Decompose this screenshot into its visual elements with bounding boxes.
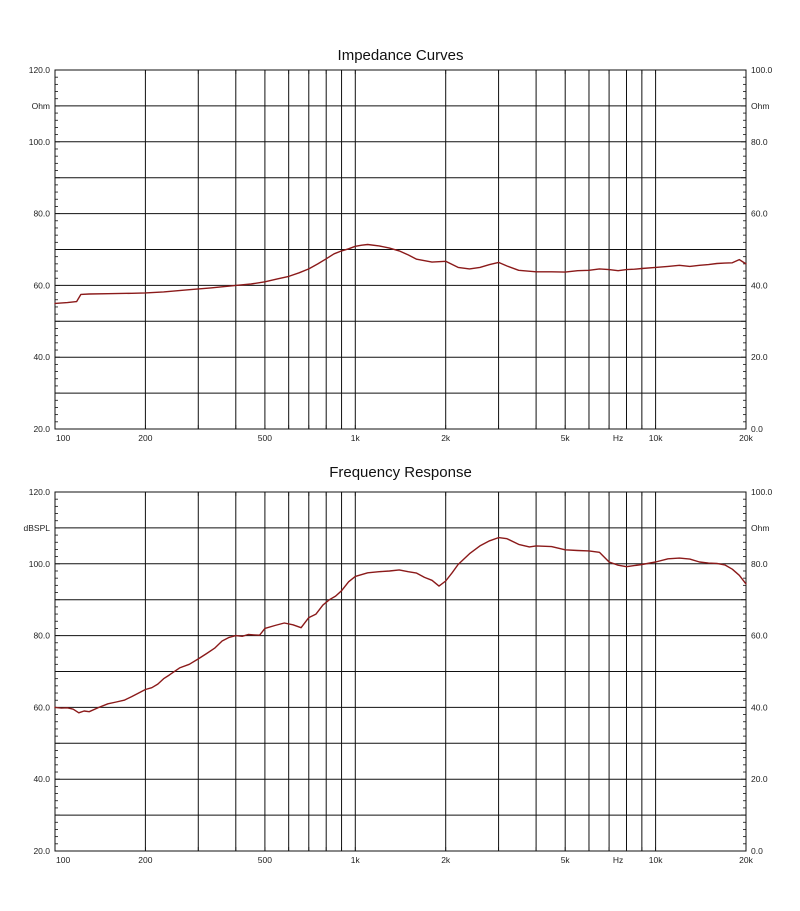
- x-tick-label: 5k: [561, 433, 571, 443]
- x-tick-label: 1k: [351, 855, 361, 865]
- data-curve: [54, 243, 747, 305]
- right-unit-label: Ohm: [751, 523, 769, 533]
- x-tick-label: 100: [56, 433, 70, 443]
- x-tick-label: 200: [138, 433, 152, 443]
- x-unit-label: Hz: [613, 855, 623, 865]
- left-tick-label: 120.0: [29, 65, 51, 75]
- x-tick-label: 10k: [649, 855, 663, 865]
- chart-title: Frequency Response: [329, 464, 472, 481]
- right-tick-label: 0.0: [751, 424, 763, 434]
- x-tick-label: 500: [258, 433, 272, 443]
- left-tick-label: 40.0: [33, 352, 50, 362]
- right-tick-label: 100.0: [751, 487, 773, 497]
- right-tick-label: 80.0: [751, 559, 768, 569]
- x-tick-label: 200: [138, 855, 152, 865]
- chart-impedance: Impedance Curves 120.0 100.0 80.0 60.0 40.0 20…: [29, 47, 773, 443]
- right-tick-label: 80.0: [751, 137, 768, 147]
- left-tick-label: 20.0: [33, 846, 50, 856]
- left-tick-label: 120.0: [29, 487, 51, 497]
- x-tick-label: 20k: [739, 433, 753, 443]
- left-tick-label: 40.0: [33, 774, 50, 784]
- left-tick-label: 100.0: [29, 559, 51, 569]
- x-tick-label: 2k: [441, 855, 451, 865]
- x-tick-label: 2k: [441, 433, 451, 443]
- x-tick-label: 10k: [649, 433, 663, 443]
- right-tick-label: 40.0: [751, 702, 768, 712]
- right-tick-label: 60.0: [751, 209, 768, 219]
- x-tick-label: 500: [258, 855, 272, 865]
- data-curve: [54, 536, 747, 714]
- chart-frequency-response: Frequency Response 120.0 100.0 80.0 60.0 40.0…: [24, 464, 773, 865]
- x-unit-label: Hz: [613, 433, 623, 443]
- right-tick-label: 0.0: [751, 846, 763, 856]
- x-tick-label: 20k: [739, 855, 753, 865]
- left-tick-label: 100.0: [29, 137, 51, 147]
- right-tick-label: 20.0: [751, 774, 768, 784]
- x-tick-label: 5k: [561, 855, 571, 865]
- x-tick-label: 100: [56, 855, 70, 865]
- left-unit-label: dBSPL: [24, 523, 51, 533]
- right-tick-label: 20.0: [751, 352, 768, 362]
- chart-title: Impedance Curves: [338, 47, 464, 64]
- right-tick-label: 40.0: [751, 280, 768, 290]
- right-tick-label: 100.0: [751, 65, 773, 75]
- left-unit-label: Ohm: [32, 101, 50, 111]
- x-tick-label: 1k: [351, 433, 361, 443]
- left-tick-label: 60.0: [33, 702, 50, 712]
- left-tick-label: 60.0: [33, 280, 50, 290]
- left-tick-label: 80.0: [33, 631, 50, 641]
- right-tick-label: 60.0: [751, 631, 768, 641]
- left-tick-label: 20.0: [33, 424, 50, 434]
- right-unit-label: Ohm: [751, 101, 769, 111]
- left-tick-label: 80.0: [33, 209, 50, 219]
